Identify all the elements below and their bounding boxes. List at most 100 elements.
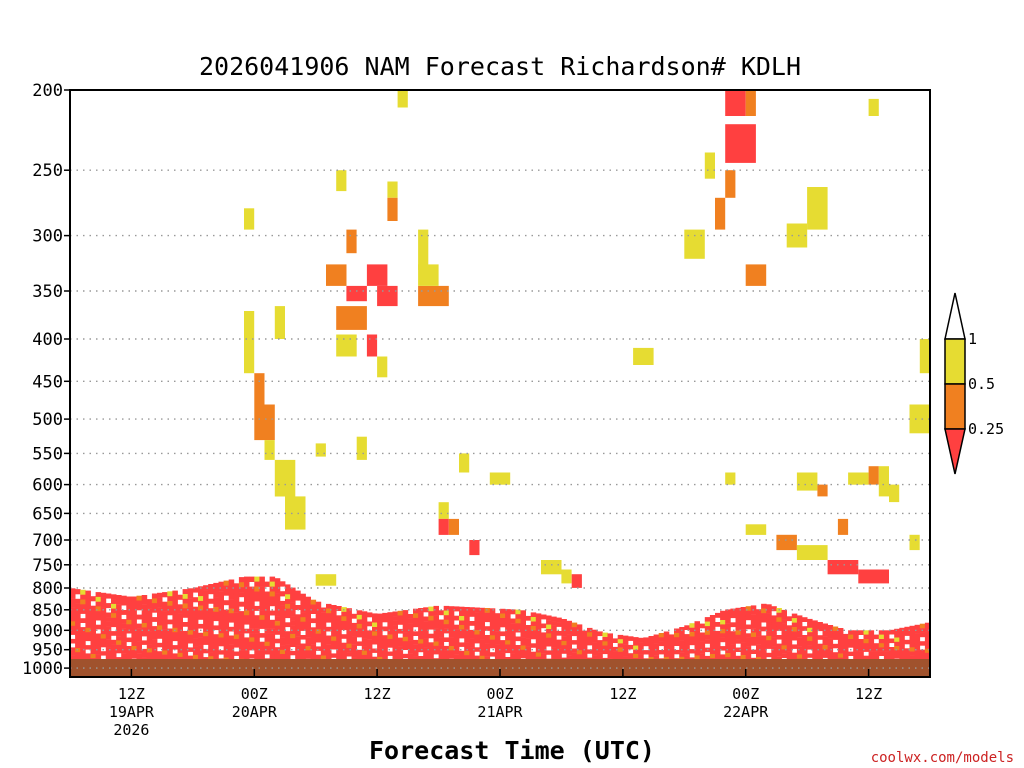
boundary-layer-cell [843,638,849,643]
boundary-layer-cell [218,586,224,592]
boundary-layer-cell [356,610,363,616]
y-tick-label: 300 [32,227,63,247]
boundary-layer-cell [285,594,291,600]
y-tick-label: 450 [32,372,63,392]
boundary-layer-cell [546,650,552,655]
ri-cell [254,373,265,405]
boundary-layer-cell [341,642,347,648]
boundary-layer-cell [807,623,813,629]
boundary-layer-cell [228,648,235,653]
boundary-layer-cell [192,642,199,647]
boundary-layer-cell [341,616,347,622]
boundary-layer-cell [100,638,107,644]
boundary-layer-cell [167,601,173,606]
boundary-layer-cell [535,618,542,623]
boundary-layer-cell [269,641,276,647]
boundary-layer-cell [776,612,782,618]
boundary-layer-cell [924,640,931,645]
boundary-layer-cell [80,589,86,595]
boundary-layer-cell [474,638,480,644]
boundary-layer-cell [576,637,583,643]
boundary-layer-cell [597,648,603,653]
boundary-layer-cell [177,613,183,619]
boundary-layer-cell [745,624,752,630]
boundary-layer-cell [812,642,818,647]
boundary-layer-cell [699,636,706,642]
boundary-layer-cell [878,639,885,644]
boundary-layer-cell [433,619,439,625]
boundary-layer-cell [469,634,475,639]
boundary-layer-cell [546,624,552,630]
colorbar-label-1: 1 [968,330,977,348]
boundary-layer-cell [407,653,414,658]
boundary-layer-cell [121,653,127,659]
boundary-layer-cell [438,632,445,638]
boundary-layer-cell [756,640,762,645]
boundary-layer-cell [633,649,639,655]
boundary-layer-cell [279,649,286,655]
boundary-layer-cell [100,597,107,603]
boundary-layer-cell [192,620,199,626]
boundary-layer-cell [75,612,81,618]
boundary-layer-cell [310,627,317,632]
boundary-layer-cell [167,658,173,660]
boundary-layer-cell [889,647,895,652]
boundary-layer-cell [90,637,96,642]
boundary-layer-cell [479,651,485,657]
boundary-layer-cell [750,614,757,620]
boundary-layer-cell [807,653,813,658]
boundary-layer-cell [684,634,690,639]
boundary-layer-cell [479,617,485,622]
boundary-layer-cell [213,647,219,652]
boundary-layer-cell [704,621,711,627]
boundary-layer-cell [407,644,414,650]
boundary-layer-cell [766,627,772,632]
boundary-layer-cell [566,634,572,639]
ri-cell [571,574,582,588]
boundary-layer-cell [541,653,547,658]
boundary-layer-cell [919,641,926,646]
boundary-layer-cell [571,631,578,637]
colorbar-0.5-1 [944,338,966,385]
ri-cell [704,152,715,179]
boundary-layer-cell [146,626,153,632]
boundary-layer-cell [295,657,301,660]
boundary-layer-cell [95,611,102,616]
boundary-layer-cell [377,635,383,641]
boundary-layer-cell [274,612,281,617]
boundary-layer-cell [576,654,583,659]
boundary-layer-cell [105,617,112,622]
boundary-layer-cell [177,594,183,600]
ri-cell [387,181,398,198]
boundary-layer-cell [868,630,875,635]
boundary-layer-cell [433,641,439,647]
boundary-layer-cell [198,596,204,602]
boundary-layer-cell [249,605,255,611]
boundary-layer-cell [413,608,419,614]
boundary-layer-cell [607,654,613,659]
boundary-layer-cell [438,654,445,659]
boundary-layer-cell [177,609,183,614]
boundary-layer-cell [331,623,337,628]
boundary-layer-cell [587,636,593,642]
boundary-layer-cell [146,599,153,605]
boundary-layer-cell [105,647,112,653]
boundary-layer-cell [157,651,163,656]
boundary-layer-cell [80,644,86,649]
boundary-layer-cell [80,618,86,623]
boundary-layer-cell [822,653,828,658]
boundary-layer-cell [453,606,460,612]
boundary-layer-cell [402,619,409,625]
y-tick-label: 600 [32,476,63,496]
boundary-layer-cell [853,647,859,652]
boundary-layer-cell [909,655,915,660]
boundary-layer-cell [484,617,491,623]
boundary-layer-cell [796,641,803,647]
boundary-layer-cell [126,650,132,655]
boundary-layer-cell [254,591,260,597]
boundary-layer-cell [269,624,276,629]
y-tick-label: 500 [32,410,63,430]
boundary-layer-cell [402,636,409,642]
boundary-layer-cell [146,613,153,619]
boundary-layer-cell [336,624,342,629]
